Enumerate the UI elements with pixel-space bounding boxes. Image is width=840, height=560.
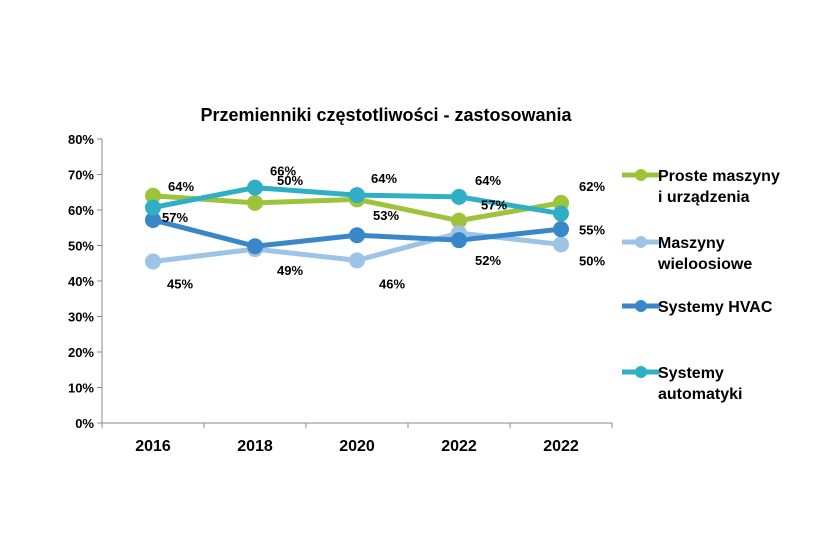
y-tick-label: 50% [68, 239, 94, 254]
data-point [247, 194, 263, 211]
legend-label: Proste maszyny [658, 168, 780, 185]
legend-label: automatyki [658, 386, 742, 403]
y-tick-label: 70% [68, 168, 94, 183]
data-label: 57% [481, 198, 507, 213]
data-point [553, 221, 569, 238]
data-label: 53% [373, 208, 399, 223]
x-tick-label: 2020 [339, 438, 375, 455]
x-tick-label: 2022 [441, 438, 477, 455]
y-tick-label: 20% [68, 345, 94, 360]
data-point [349, 227, 365, 244]
data-point [247, 179, 263, 196]
data-label: 62% [579, 179, 605, 194]
data-point [553, 236, 569, 253]
data-labels: 64% 50% 57% 62% 45% 49% 46% 50% 57% 53% 52% 66% 64% 6… [162, 164, 605, 292]
data-point [451, 188, 467, 205]
data-point [145, 187, 161, 204]
y-tick-label: 80% [68, 132, 94, 147]
legend-marker [635, 300, 647, 312]
legend-item-0: Proste maszyny i urządzenia [622, 168, 780, 206]
data-point [247, 238, 263, 255]
x-tick-label: 2018 [237, 438, 273, 455]
data-label: 57% [162, 210, 188, 225]
series-layer [145, 179, 569, 270]
legend-label: Maszyny [658, 235, 725, 252]
legend-item-3: Systemy automatyki [622, 365, 742, 403]
data-label: 64% [371, 171, 397, 186]
data-point [349, 252, 365, 269]
data-point [451, 212, 467, 229]
data-point [145, 199, 161, 216]
legend-label: wieloosiowe [657, 256, 752, 273]
y-tick-label: 30% [68, 310, 94, 325]
data-point [553, 205, 569, 222]
data-point [145, 253, 161, 270]
legend-marker [635, 366, 647, 378]
y-tick-label: 10% [68, 381, 94, 396]
legend-label: Systemy HVAC [658, 299, 773, 316]
data-label: 46% [379, 276, 405, 291]
data-label: 52% [475, 253, 501, 268]
legend-label: Systemy [658, 365, 724, 382]
y-tick-label: 60% [68, 203, 94, 218]
y-tick-label: 40% [68, 274, 94, 289]
y-tick-label: 0% [75, 416, 94, 431]
data-label: 45% [167, 276, 193, 291]
chart-title: Przemienniki częstotliwości - zastosowan… [200, 105, 572, 125]
legend-marker [635, 169, 647, 181]
data-point [349, 187, 365, 204]
series-3 [145, 179, 569, 222]
data-label: 50% [277, 173, 303, 188]
chart-axes: 0% 10% 20% 30% 40% 50% 60% 70% 80% 2016 2018 2020 20… [68, 132, 613, 455]
data-label: 55% [579, 223, 605, 238]
legend-marker [635, 236, 647, 248]
legend-item-2: Systemy HVAC [622, 299, 773, 316]
series-2 [145, 211, 569, 255]
data-point [145, 211, 161, 228]
data-label: 64% [168, 179, 194, 194]
legend-item-1: Maszyny wieloosiowe [622, 235, 752, 273]
x-tick-label: 2016 [135, 438, 171, 455]
data-label: 50% [579, 253, 605, 268]
legend-label: i urządzenia [658, 189, 750, 206]
chart-legend: Proste maszyny i urządzenia Maszyny wieloos… [622, 168, 780, 403]
data-label: 66% [270, 164, 296, 179]
x-tick-label: 2022 [543, 438, 579, 455]
data-point [451, 232, 467, 249]
data-label: 64% [475, 173, 501, 188]
data-label: 49% [277, 263, 303, 278]
